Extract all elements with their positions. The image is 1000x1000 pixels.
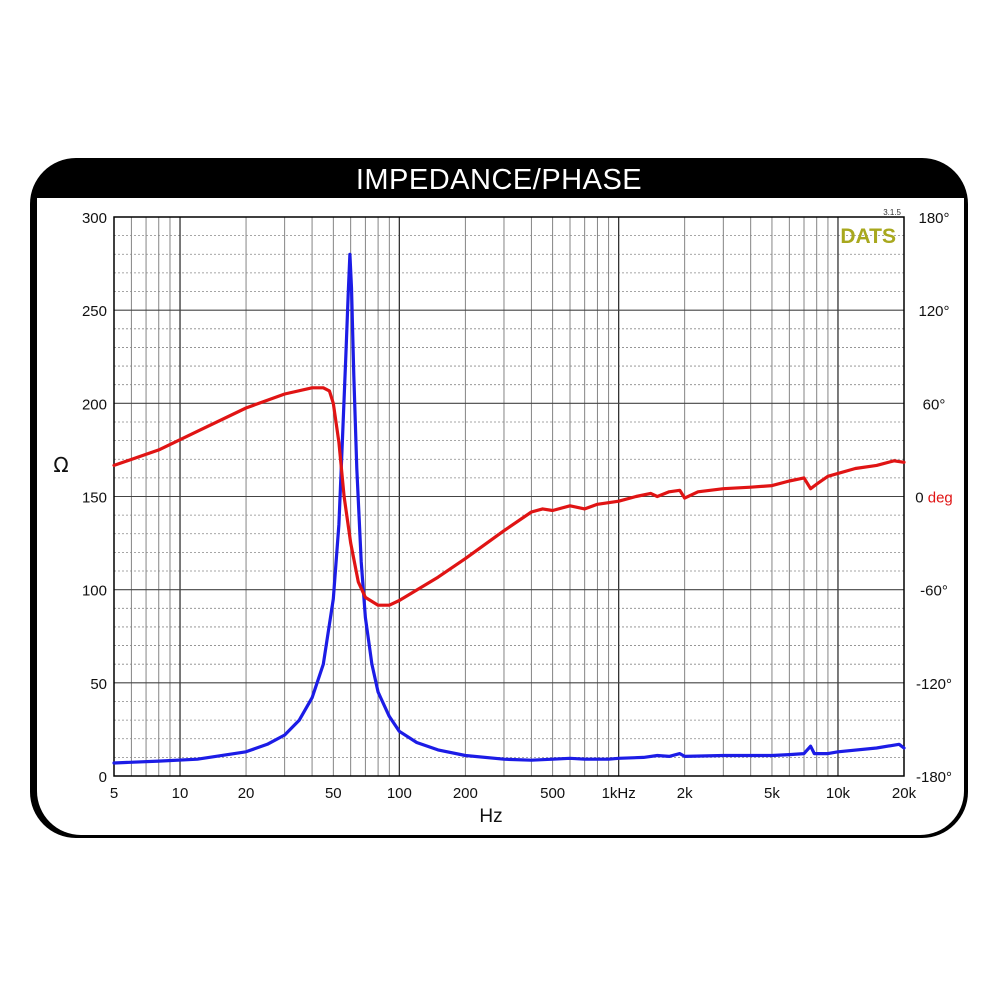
y-tick-label: 200: [82, 396, 107, 413]
plot-area-border: [113, 216, 905, 777]
x-tick-label: 100: [387, 785, 412, 802]
x-tick-label: 5k: [764, 785, 780, 802]
x-tick-label: 500: [540, 785, 565, 802]
y-tick-label: 100: [82, 583, 107, 600]
y2-tick-label: -60°: [920, 583, 948, 600]
x-tick-label: 20: [238, 785, 255, 802]
y-tick-label: 250: [82, 303, 107, 320]
x-tick-label: 1kHz: [602, 785, 636, 802]
y2-tick-label: 180°: [918, 210, 949, 227]
x-tick-label: 5: [110, 785, 118, 802]
chart-title: IMPEDANCE/PHASE: [355, 164, 643, 196]
y-tick-label: 50: [90, 676, 107, 693]
x-tick-label: 20k: [892, 785, 917, 802]
impedance-series-line: [112, 252, 906, 765]
x-tick-label: 200: [453, 785, 478, 802]
y-tick-labels: 0 50 100 150 200 250 300: [82, 210, 107, 786]
x-axis-label: Hz: [479, 806, 502, 827]
y-axis-label: Ω: [53, 453, 68, 477]
y2-tick-label: 0 deg: [915, 490, 953, 507]
y-tick-label: 0: [99, 769, 107, 786]
x-tick-label: 50: [325, 785, 342, 802]
y2-tick-label: 60°: [923, 396, 946, 413]
version-label: 3.1.5: [883, 208, 901, 217]
major-grid: [114, 217, 904, 776]
y2-tick-label: 120°: [918, 303, 949, 320]
y-tick-label: 300: [82, 210, 107, 227]
x-tick-labels: 5 10 20 50 100 200 500 1kHz 2k 5k 10k 20k: [110, 785, 917, 802]
brand-logo: DATS: [840, 225, 896, 248]
phase-series-line: [112, 386, 906, 607]
y-tick-label: 150: [82, 490, 107, 507]
y2-tick-label: -120°: [916, 676, 952, 693]
x-tick-label: 10: [172, 785, 189, 802]
y2-tick-labels: 180° 120° 60° 0 deg -60° -120° -180°: [915, 210, 953, 786]
chart-panel: [37, 198, 964, 835]
x-tick-label: 2k: [677, 785, 693, 802]
series-layer: [112, 252, 906, 765]
y2-tick-label: -180°: [916, 769, 952, 786]
x-tick-label: 10k: [826, 785, 851, 802]
